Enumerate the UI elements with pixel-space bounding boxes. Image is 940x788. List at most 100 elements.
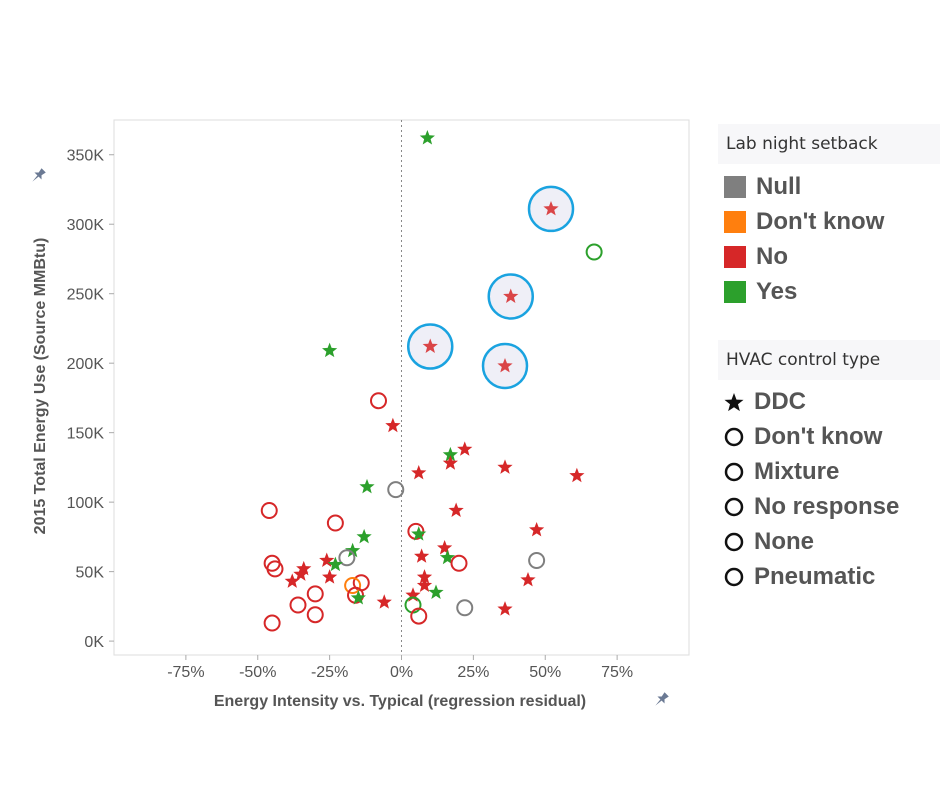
color-swatch-icon [724,280,746,303]
shape-legend-label: Mixture [754,457,840,485]
data-point-star[interactable] [503,288,519,303]
color-legend: Lab night setback Null Don't know No Yes [718,124,940,309]
shape-legend-item[interactable]: Pneumatic [718,559,940,594]
circle-icon [724,427,744,446]
color-legend-label: Don't know [756,207,885,235]
data-point-circle[interactable] [289,596,307,614]
shape-legend-label: No response [754,492,900,520]
data-point-star[interactable] [428,584,444,599]
data-point-circle[interactable] [326,514,344,532]
color-legend-title: Lab night setback [718,124,940,164]
data-point-circle[interactable] [528,552,546,570]
shape-legend-items: DDC Don't know Mixture No response None Pneum… [718,380,940,594]
data-point-circle[interactable] [344,577,362,595]
data-points-group [260,130,603,632]
shape-legend-item[interactable]: None [718,524,940,559]
color-legend-item[interactable]: Null [718,169,940,204]
star-icon [724,392,744,411]
data-point-circle[interactable] [387,481,405,499]
data-point-star[interactable] [422,338,438,353]
circle-icon [724,532,744,551]
shape-legend-item[interactable]: No response [718,489,940,524]
data-point-star[interactable] [497,357,513,373]
color-legend-label: No [756,242,788,270]
data-point-circle[interactable] [263,614,281,632]
data-point-star[interactable] [411,526,427,541]
highlight-rings-group [407,185,575,390]
y-tick-label: 100K [67,495,105,512]
y-tick-label: 300K [67,217,105,234]
data-point-star[interactable] [414,548,430,563]
color-legend-item[interactable]: Yes [718,274,940,309]
data-point-circle[interactable] [410,607,428,625]
data-point-star[interactable] [284,573,300,588]
data-point-star[interactable] [405,587,421,602]
data-point-star[interactable] [437,540,453,555]
y-axis-title: 2015 Total Energy Use (Source MMBtu) [32,238,49,535]
shape-legend-item[interactable]: Don't know [718,419,940,454]
data-point-star[interactable] [543,200,559,216]
x-tick-label: 50% [529,664,561,681]
x-tick-label: -75% [167,664,204,681]
data-point-circle[interactable] [450,554,468,572]
color-legend-item[interactable]: Don't know [718,204,940,239]
data-point-star[interactable] [416,577,433,592]
data-point-star[interactable] [457,441,473,456]
data-point-star[interactable] [359,478,375,494]
color-swatch-icon [724,175,746,198]
data-point-star[interactable] [350,590,366,605]
y-tick-label: 50K [76,565,105,582]
data-point-star[interactable] [497,459,513,474]
data-point-star[interactable] [442,446,458,462]
data-point-star[interactable] [569,467,585,483]
data-point-circle[interactable] [338,549,356,567]
data-point-circle[interactable] [370,392,387,410]
color-legend-items: Null Don't know No Yes [718,164,940,309]
x-tick-label: 75% [601,664,633,681]
shape-legend-label: DDC [754,387,806,415]
y-tick-label: 250K [67,287,105,304]
x-axis-pin-icon[interactable] [652,691,670,709]
data-point-star[interactable] [520,571,536,587]
y-tick-label: 150K [67,426,105,443]
x-tick-label: 0% [390,664,413,681]
data-point-star[interactable] [322,569,338,584]
shape-legend-label: None [754,527,814,555]
data-point-circle[interactable] [266,560,284,578]
data-point-star[interactable] [345,542,361,558]
x-tick-label: -25% [311,664,348,681]
data-point-circle[interactable] [260,501,278,519]
data-point-star[interactable] [322,342,338,358]
circle-icon [724,497,744,516]
data-point-star[interactable] [327,556,343,572]
data-point-star[interactable] [296,560,312,576]
data-point-star[interactable] [439,549,456,565]
shape-legend-item[interactable]: Mixture [718,454,940,489]
shape-legend-label: Pneumatic [754,562,876,590]
data-point-star[interactable] [416,569,433,584]
y-axis-pin-icon[interactable] [29,167,47,185]
color-legend-item[interactable]: No [718,239,940,274]
data-point-star[interactable] [411,464,427,480]
data-point-star[interactable] [442,455,458,470]
data-point-star[interactable] [376,594,392,609]
data-point-star[interactable] [419,130,435,145]
shape-legend-label: Don't know [754,422,883,450]
data-point-star[interactable] [529,521,545,537]
shape-legend-item[interactable]: DDC [718,384,940,419]
x-tick-label: 25% [457,664,489,681]
data-point-star[interactable] [319,552,335,567]
circle-icon [724,462,744,481]
axis-ticks-group: -75% -50% -25% 0% 25% 50% 75% 0K 50K 100K 150K 200K… [67,148,634,681]
data-point-circle[interactable] [306,606,324,624]
data-point-circle[interactable] [456,599,474,617]
data-point-star[interactable] [385,417,401,433]
data-point-star[interactable] [448,502,464,517]
data-point-star[interactable] [293,566,309,581]
data-point-star[interactable] [356,528,372,544]
data-point-circle[interactable] [306,585,324,603]
data-point-circle[interactable] [585,243,603,261]
color-legend-label: Yes [756,277,798,305]
data-point-star[interactable] [497,601,513,616]
